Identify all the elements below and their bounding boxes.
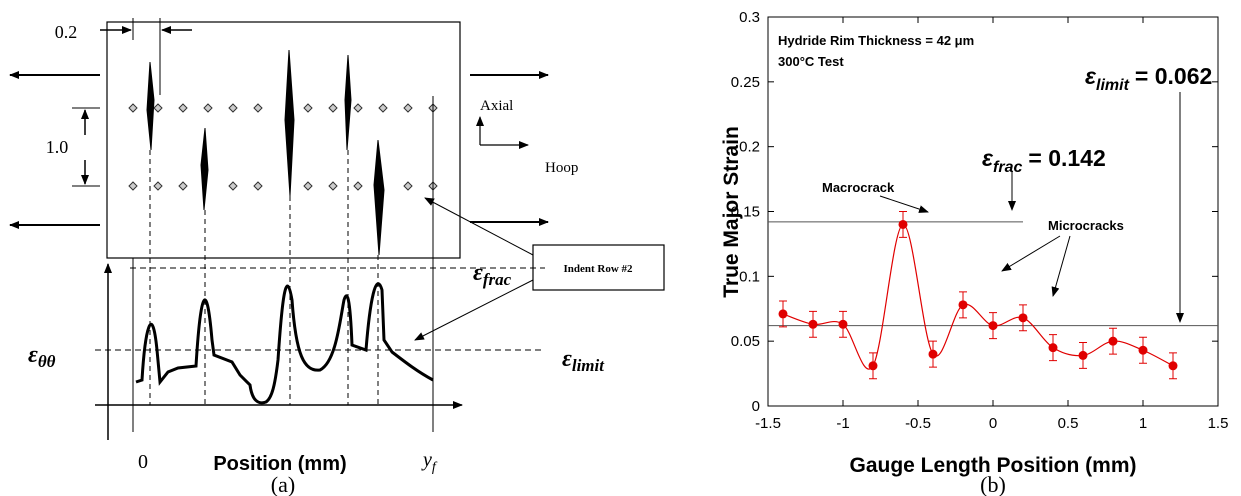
y-axis-title: True Major Strain	[720, 126, 743, 298]
x-tick-label: 1	[1139, 415, 1147, 432]
symbol-sub: frac	[993, 159, 1022, 176]
symbol-main: ε	[562, 346, 572, 372]
x-tick-label: -1	[836, 415, 849, 432]
y-tick-label: 0.1	[739, 268, 760, 285]
specimen	[106, 21, 461, 259]
indents	[128, 103, 438, 191]
crack-projections	[149, 150, 379, 405]
symbol: εfrac	[473, 260, 512, 289]
x-tick-label: -1.5	[755, 415, 781, 432]
symbol-sub: limit	[572, 356, 605, 375]
y-tick-label: 0.2	[739, 139, 760, 156]
x-tick-label: 0	[989, 415, 997, 432]
symbol-main: ε	[28, 342, 38, 368]
strain-profile	[135, 282, 434, 405]
reference-value: = 0.142	[1028, 145, 1105, 171]
reference-value: = 0.062	[1135, 63, 1212, 89]
label: 0	[138, 451, 148, 473]
data-point	[1018, 313, 1028, 323]
caption: (b)	[980, 472, 1006, 496]
symbol-sub: θθ	[38, 352, 56, 371]
chart: 0 0.05 0.1 0.15 0.2 0.25 0.3 -1.5 -1 -0.5 0 0.5 1 1.5	[731, 9, 1229, 432]
data-point	[988, 321, 998, 331]
pointer	[414, 279, 534, 341]
x-axis-title: Position (mm)	[213, 453, 346, 475]
symbol-main: ε	[982, 145, 994, 171]
pointer	[424, 197, 534, 256]
data-point	[838, 319, 848, 329]
label: Axial	[480, 98, 513, 114]
cracks	[146, 49, 385, 256]
data-point	[958, 300, 968, 310]
data-point	[808, 319, 818, 329]
reference-label: εfrac = 0.142	[982, 145, 1106, 176]
series-line	[782, 223, 1174, 370]
data-point	[1048, 343, 1058, 353]
symbol-main: y	[421, 449, 432, 471]
symbol-main: ε	[473, 260, 483, 286]
annotation: Microcracks	[1048, 218, 1124, 233]
y-tick-label: 0	[752, 398, 760, 415]
annotation: Macrocrack	[822, 180, 895, 195]
x-tick-label: 1.5	[1208, 415, 1229, 432]
y-tick-label: 0.15	[731, 204, 760, 221]
pointers	[879, 92, 1184, 323]
symbol: εlimit	[562, 346, 605, 375]
symbol-sub: limit	[1096, 77, 1130, 94]
symbol-sub: f	[432, 460, 438, 475]
symbol-sub: frac	[483, 270, 512, 289]
data-point	[1138, 345, 1148, 355]
y-tick-label: 0.25	[731, 74, 760, 91]
caption: (a)	[271, 472, 295, 496]
data-point	[928, 349, 938, 359]
label: Hoop	[545, 160, 578, 176]
data-point	[898, 219, 908, 229]
x-tick-label: -0.5	[905, 415, 931, 432]
label: 0.2	[55, 22, 78, 42]
symbol: yf	[421, 449, 438, 475]
diagram	[9, 18, 665, 440]
data-point	[868, 361, 878, 371]
reference-label: εlimit = 0.062	[1085, 63, 1212, 94]
data-point	[1078, 350, 1088, 360]
annotation: 300°C Test	[778, 54, 844, 69]
data-point	[1168, 361, 1178, 371]
symbol: εθθ	[28, 342, 56, 371]
x-tick-label: 0.5	[1058, 415, 1079, 432]
symbol-main: ε	[1085, 63, 1097, 89]
annotation: Hydride Rim Thickness = 42 μm	[778, 33, 974, 48]
data-point	[1108, 336, 1118, 346]
label: 1.0	[46, 137, 69, 157]
y-tick-label: 0.3	[739, 9, 760, 26]
x-axis-title: Gauge Length Position (mm)	[850, 454, 1137, 477]
y-tick-label: 0.05	[731, 333, 760, 350]
label: Indent Row #2	[563, 263, 633, 275]
data-point	[778, 309, 788, 319]
